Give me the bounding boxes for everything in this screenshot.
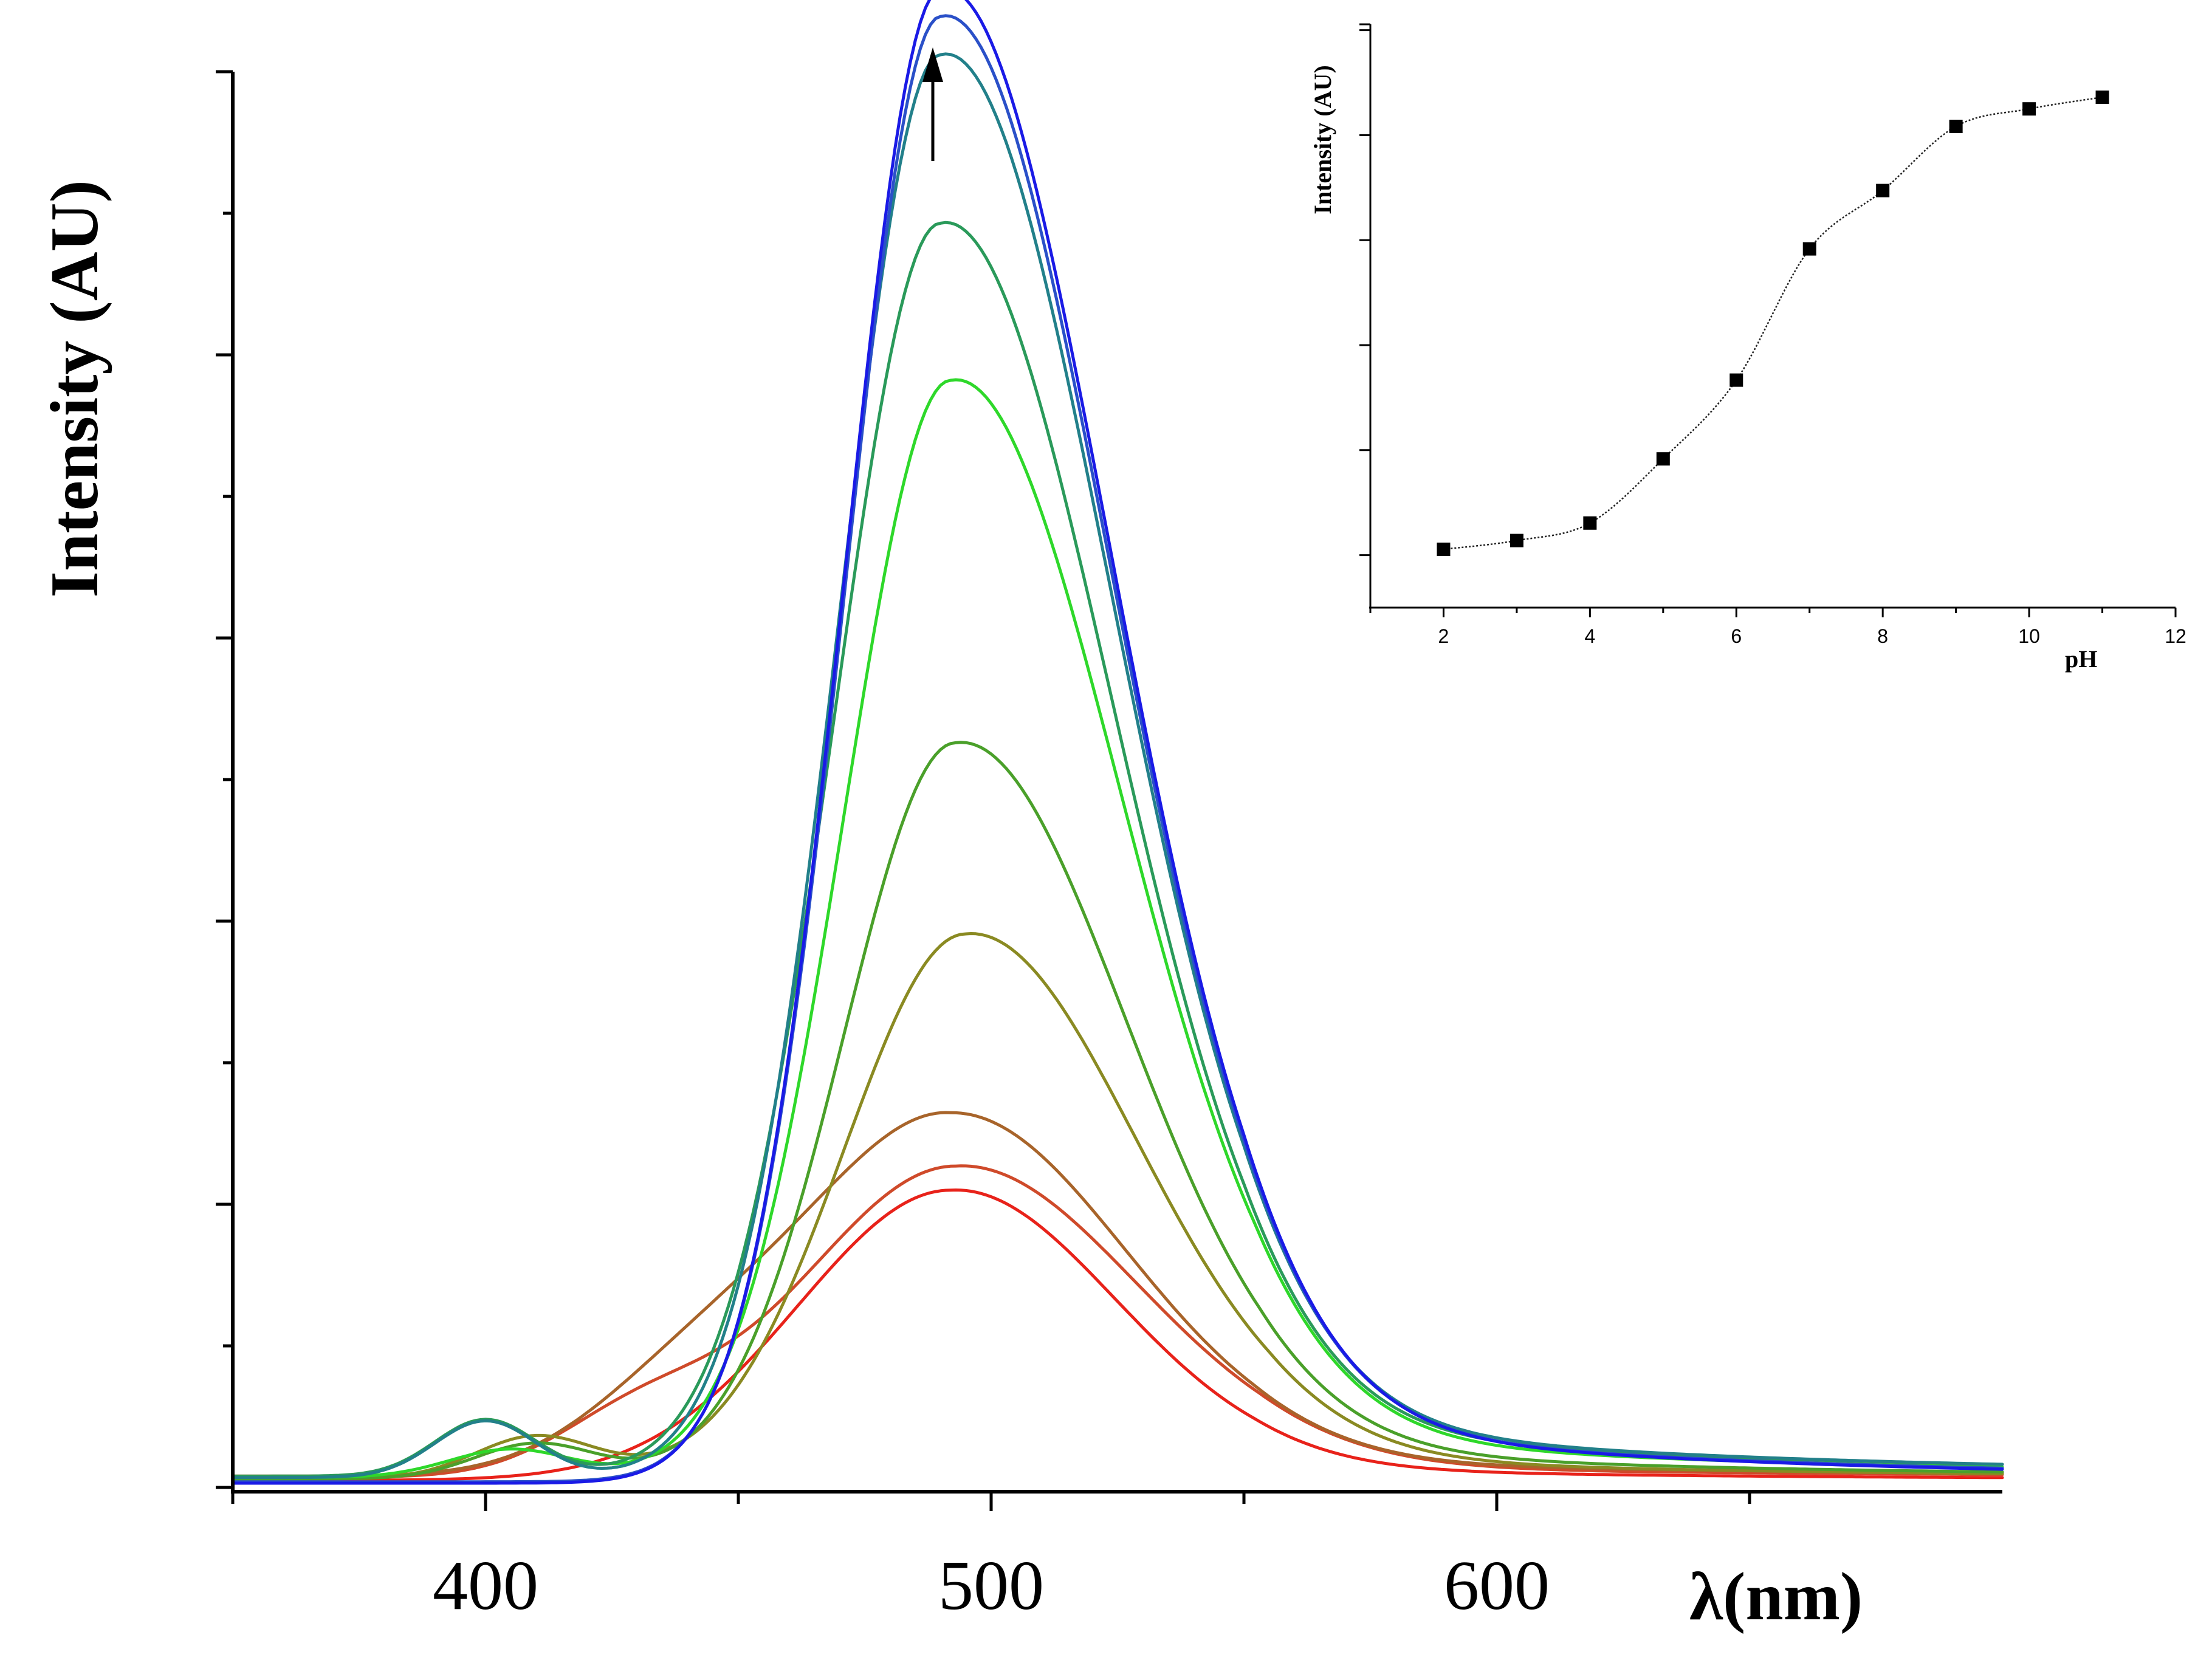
inset-data-point bbox=[2095, 91, 2109, 104]
main-x-tick-labels: 400 500 600 bbox=[433, 1547, 1550, 1625]
inset-chart: 2 4 6 8 10 12 Intensity (AU) pH bbox=[1309, 23, 2186, 673]
inset-y-axis-label: Intensity (AU) bbox=[1309, 65, 1336, 214]
inset-data-point bbox=[1437, 543, 1451, 556]
main-y-axis-label: Intensity (AU) bbox=[37, 180, 112, 598]
main-x-tick-label: 600 bbox=[1444, 1547, 1550, 1625]
inset-x-axis-label: pH bbox=[2065, 645, 2097, 673]
series-line bbox=[231, 932, 2004, 1481]
series-line bbox=[231, 378, 2004, 1480]
inset-data-point bbox=[1949, 120, 1963, 133]
inset-x-tick-label: 4 bbox=[1584, 625, 1595, 647]
main-x-tick-label: 400 bbox=[433, 1547, 538, 1625]
inset-data-points bbox=[1437, 91, 2109, 556]
inset-data-point bbox=[1656, 452, 1670, 466]
inset-data-point bbox=[1583, 516, 1597, 530]
series-line bbox=[231, 1188, 2004, 1482]
inset-data-point bbox=[1802, 242, 1816, 256]
inset-x-tick-label: 10 bbox=[2018, 625, 2040, 647]
inset-data-point bbox=[1876, 183, 1890, 197]
main-x-tick-label: 500 bbox=[938, 1547, 1044, 1625]
inset-data-point bbox=[1729, 373, 1743, 387]
increase-arrow bbox=[922, 47, 943, 161]
inset-x-tick-label: 6 bbox=[1731, 625, 1742, 647]
inset-x-ticks bbox=[1369, 608, 2177, 617]
main-chart: 400 500 600 Intensity (AU) λ(nm) bbox=[37, 0, 2004, 1634]
main-x-axis-label: λ(nm) bbox=[1689, 1559, 1863, 1634]
series-line bbox=[231, 1164, 2004, 1480]
inset-x-tick-labels: 2 4 6 8 10 12 bbox=[1438, 625, 2186, 647]
inset-x-tick-label: 8 bbox=[1877, 625, 1888, 647]
inset-series-line bbox=[1443, 96, 2103, 550]
inset-x-tick-label: 2 bbox=[1438, 625, 1449, 647]
main-series-group bbox=[231, 0, 2004, 1485]
series-line bbox=[231, 0, 2004, 1485]
main-x-ticks bbox=[231, 1492, 1751, 1511]
inset-y-ticks bbox=[1359, 23, 1370, 557]
inset-data-point bbox=[2022, 102, 2036, 116]
series-line bbox=[231, 52, 2004, 1480]
series-line bbox=[231, 741, 2004, 1481]
inset-x-tick-label: 12 bbox=[2165, 625, 2186, 647]
main-y-ticks bbox=[216, 70, 233, 1489]
inset-data-point bbox=[1510, 533, 1523, 547]
series-line bbox=[231, 221, 2004, 1478]
